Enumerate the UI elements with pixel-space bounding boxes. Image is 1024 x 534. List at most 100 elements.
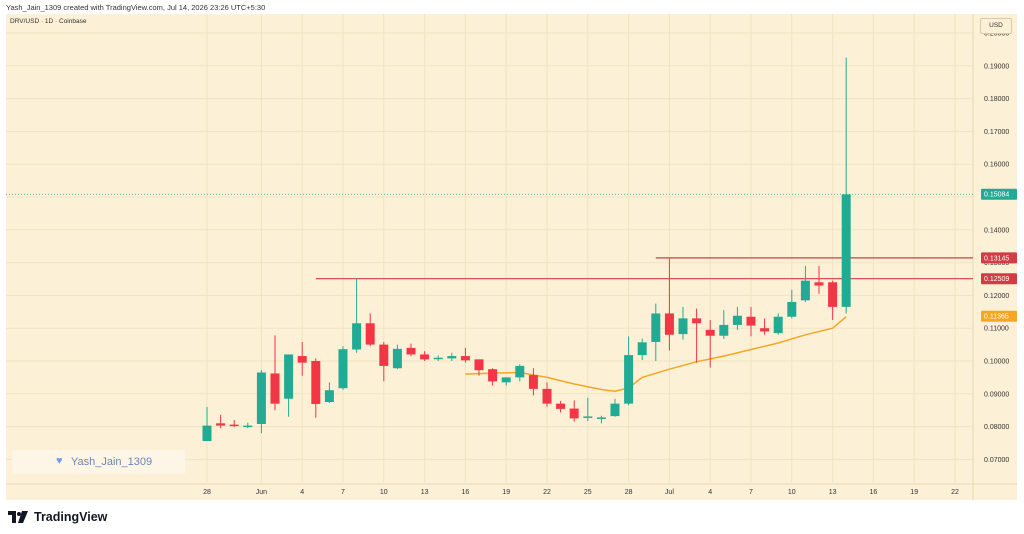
candle-down <box>311 361 321 404</box>
candle-down <box>270 373 280 404</box>
watermark-text: Yash_Jain_1309 <box>71 456 153 468</box>
candle-up <box>352 323 362 350</box>
candle-up <box>787 301 797 317</box>
candle-down <box>420 354 430 360</box>
candle-down <box>542 388 552 404</box>
currency-button[interactable]: USD <box>980 18 1012 34</box>
candle-up <box>202 425 212 442</box>
candle-down <box>528 375 538 389</box>
candle-up <box>732 315 742 325</box>
x-tick-label: 13 <box>421 489 429 496</box>
last-price-tag <box>981 188 1017 200</box>
y-tick-label: 0.11000 <box>984 326 1009 333</box>
candle-up <box>447 356 457 359</box>
candle-up <box>651 313 661 342</box>
ema-tag <box>981 310 1017 322</box>
candle-down <box>705 329 715 336</box>
tradingview-brand[interactable]: TradingView <box>8 510 107 524</box>
candle-down <box>569 408 579 419</box>
symbol-label: DRV/USD · 1D · Coinbase <box>10 18 87 25</box>
candle-down <box>379 344 389 366</box>
candle-down <box>828 282 838 307</box>
candle-up <box>256 372 266 424</box>
y-tick-label: 0.16000 <box>984 162 1009 169</box>
ema-line <box>465 316 847 392</box>
y-tick-label: 0.10000 <box>984 359 1009 366</box>
candle-down <box>216 423 226 426</box>
candle-up <box>719 324 729 336</box>
y-tick-label: 0.14000 <box>984 227 1009 234</box>
resistance-tag <box>981 273 1017 285</box>
x-tick-label: 22 <box>951 489 959 496</box>
candle-down <box>692 318 702 324</box>
heart-icon: ♥ <box>56 455 63 467</box>
y-tick-label: 0.12000 <box>984 293 1009 300</box>
candle-down <box>460 356 470 361</box>
chart-frame[interactable]: 0.07000 0.08000 0.09000 0.10000 0.11000 0.120… <box>6 14 1017 500</box>
candle-up <box>433 357 443 360</box>
candle-up <box>596 417 606 419</box>
resistance-tag <box>981 252 1017 264</box>
candle-up <box>841 194 851 307</box>
x-tick-label: 13 <box>829 489 837 496</box>
y-tick-label: 0.17000 <box>984 129 1009 136</box>
candle-down <box>760 328 770 332</box>
candle-down <box>488 369 498 382</box>
ema-label: 0.11365 <box>984 314 1009 321</box>
candle-up <box>773 316 783 334</box>
x-tick-label: 4 <box>300 489 304 496</box>
price-chart[interactable]: 0.07000 0.08000 0.09000 0.10000 0.11000 0.120… <box>6 14 1017 500</box>
brand-text: TradingView <box>34 510 108 524</box>
resistance-label: 0.13145 <box>984 255 1009 262</box>
y-tick-label: 0.20000 <box>984 31 1009 38</box>
x-tick-label: 19 <box>502 489 510 496</box>
x-tick-label: Jul <box>665 489 674 496</box>
x-tick-label: 4 <box>708 489 712 496</box>
x-tick-label: 16 <box>462 489 470 496</box>
candle-down <box>556 403 566 409</box>
candle-up <box>243 425 253 428</box>
x-tick-label: 10 <box>788 489 796 496</box>
last-price-label: 0.15084 <box>984 192 1009 199</box>
x-tick-label: 28 <box>203 489 211 496</box>
candle-up <box>392 348 402 369</box>
candle-down <box>365 323 375 345</box>
x-tick-label: 7 <box>749 489 753 496</box>
x-tick-label: 25 <box>584 489 592 496</box>
candle-up <box>800 280 810 301</box>
watermark: ♥ Yash_Jain_1309 <box>12 450 185 474</box>
x-tick-label: Jun <box>256 489 267 496</box>
candle-up <box>338 349 348 389</box>
candle-up <box>284 354 294 399</box>
resistance-label: 0.12509 <box>984 276 1009 283</box>
candle-up <box>324 390 334 402</box>
candle-up <box>678 318 688 335</box>
y-tick-label: 0.09000 <box>984 391 1009 398</box>
x-tick-label: 22 <box>543 489 551 496</box>
y-tick-label: 0.19000 <box>984 63 1009 70</box>
candle-down <box>814 282 824 286</box>
candle-down <box>406 347 416 355</box>
x-tick-label: 19 <box>910 489 918 496</box>
candle-down <box>474 359 484 371</box>
candle-up <box>637 342 647 356</box>
y-tick-label: 0.08000 <box>984 424 1009 431</box>
candle-up <box>610 403 620 417</box>
x-tick-label: 10 <box>380 489 388 496</box>
candle-up <box>624 355 634 404</box>
candle-up <box>501 377 511 383</box>
candle-down <box>229 424 239 427</box>
candle-down <box>746 316 756 326</box>
x-tick-label: 28 <box>625 489 633 496</box>
tradingview-logo-icon <box>8 511 28 523</box>
y-tick-label: 0.13000 <box>984 260 1009 267</box>
chart-caption: Yash_Jain_1309 created with TradingView.… <box>6 3 266 12</box>
y-tick-label: 0.18000 <box>984 96 1009 103</box>
candle-up <box>583 416 593 418</box>
candle-down <box>297 356 307 363</box>
candle-down <box>664 313 674 335</box>
x-tick-label: 16 <box>870 489 878 496</box>
candle-up <box>515 365 525 378</box>
x-tick-label: 7 <box>341 489 345 496</box>
y-tick-label: 0.07000 <box>984 457 1009 464</box>
